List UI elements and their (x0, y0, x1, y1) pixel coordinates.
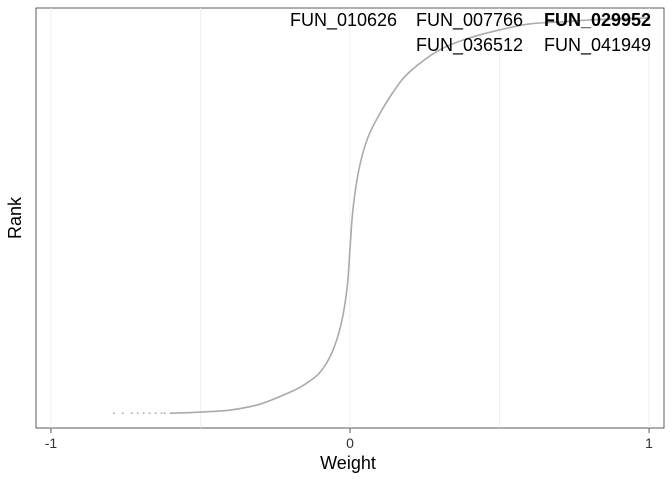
data-point (121, 412, 124, 415)
data-point (163, 412, 166, 415)
data-point (160, 412, 163, 415)
x-axis-title: Weight (320, 453, 376, 473)
data-point (154, 412, 157, 415)
gene-label: FUN_036512 (416, 35, 523, 56)
data-point (136, 412, 139, 415)
x-tick-label: -1 (45, 435, 58, 451)
data-point (112, 412, 115, 415)
x-tick-label: 1 (645, 435, 653, 451)
gene-label: FUN_029952 (544, 10, 651, 30)
data-point (130, 412, 133, 415)
x-axis-ticks: -1 0 1 (45, 428, 653, 451)
gene-label: FUN_007766 (416, 10, 523, 31)
grid-lines (50, 8, 650, 428)
data-point (142, 412, 145, 415)
x-tick-label: 0 (346, 435, 354, 451)
gene-label: FUN_010626 (290, 10, 397, 31)
weight-rank-curve (170, 17, 650, 415)
y-axis-title: Rank (5, 196, 25, 239)
left-tail-points (112, 412, 175, 415)
top-gene-labels: FUN_010626 FUN_007766 FUN_029952 FUN_036512… (290, 10, 651, 56)
gene-label: FUN_041949 (544, 35, 651, 56)
data-point (148, 412, 151, 415)
